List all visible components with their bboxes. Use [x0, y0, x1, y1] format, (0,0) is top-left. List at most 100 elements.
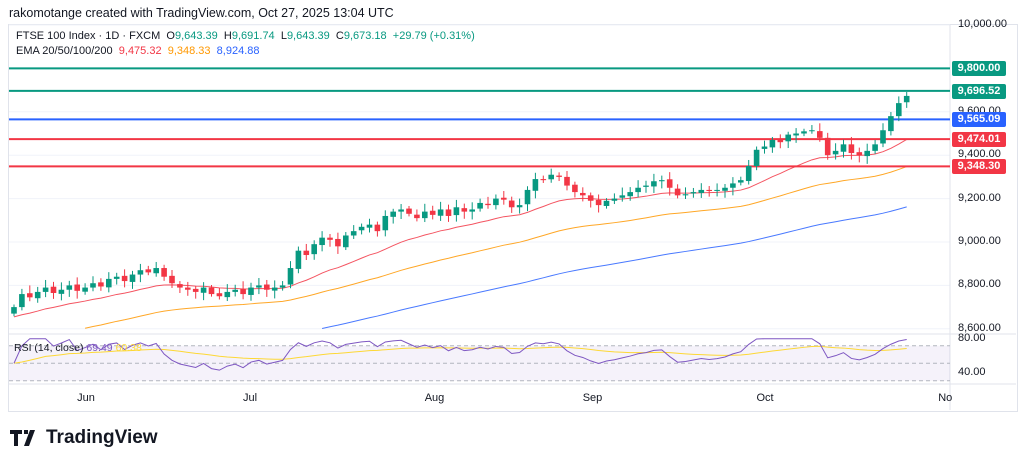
candle-body: [390, 211, 396, 217]
candle-body: [303, 250, 310, 256]
candle-body: [398, 209, 404, 212]
ema100-value: 8,924.88: [216, 45, 260, 57]
ema-label[interactable]: EMA 20/50/100/200: [16, 45, 113, 57]
tradingview-logo[interactable]: TradingView: [10, 427, 158, 449]
candle-body: [256, 285, 262, 288]
candle-body: [295, 250, 302, 269]
candle-body: [651, 181, 657, 187]
candle-body: [682, 194, 689, 196]
candle-body: [113, 276, 120, 279]
ohlc-legend: FTSE 100 Index · 1D · FXCM O9,643.39 H9,…: [16, 30, 475, 42]
candle-body: [738, 180, 744, 183]
time-axis-label: Jun: [77, 392, 95, 404]
chart-credit: rakomotange created with TradingView.com…: [9, 6, 394, 20]
open-value: 9,643.39: [174, 30, 218, 42]
candle-body: [698, 189, 705, 193]
candle-body: [287, 268, 294, 285]
candle-body: [817, 131, 823, 138]
candle-body: [627, 192, 633, 197]
ema-legend: EMA 20/50/100/200 9,475.32 9,348.33 8,92…: [16, 45, 260, 57]
candle-body: [619, 195, 626, 198]
candle-body: [177, 284, 183, 288]
candle-body: [106, 278, 112, 288]
candle-body: [730, 183, 736, 188]
candle-body: [311, 244, 317, 255]
close-value: 9,673.18: [343, 30, 387, 42]
candle-body: [501, 197, 507, 200]
change-value: +29.79 (+0.31%): [392, 30, 475, 42]
candle-body: [58, 289, 65, 294]
rsi-value: 69.49: [86, 342, 113, 354]
candle-body: [785, 134, 791, 142]
candle-body: [129, 274, 136, 282]
candle-body: [564, 176, 570, 186]
price-axis-label: 10,000.00: [958, 18, 1007, 30]
candle-body: [279, 285, 286, 288]
candle-body: [200, 287, 207, 293]
candle-body: [271, 287, 278, 291]
ema50-value: 9,348.33: [167, 45, 211, 57]
candle-body: [809, 130, 815, 132]
candle-body: [674, 188, 681, 196]
ema-line: [84, 166, 907, 329]
candle-body: [896, 103, 902, 117]
candle-body: [98, 282, 104, 287]
candle-body: [192, 288, 199, 292]
candle-body: [659, 180, 665, 182]
rsi-label: RSI (14, close): [14, 342, 84, 354]
candle-body: [216, 293, 223, 297]
candle-body: [872, 144, 878, 151]
price-axis-label: 9,200.00: [958, 191, 1001, 204]
candle-body: [532, 179, 539, 191]
candle-body: [477, 202, 483, 209]
candle-body: [856, 152, 863, 156]
candle-body: [769, 140, 776, 148]
candle-body: [745, 166, 752, 182]
candle-body: [848, 144, 855, 154]
open-label: O: [166, 30, 175, 42]
candle-body: [335, 238, 341, 247]
logo-text: TradingView: [46, 427, 158, 448]
candle-body: [414, 214, 420, 219]
candle-body: [19, 294, 25, 308]
candle-body: [42, 287, 49, 292]
candle-body: [793, 133, 799, 136]
time-axis-label: Sep: [582, 392, 603, 404]
candle-body: [453, 207, 460, 216]
candle-body: [145, 269, 152, 273]
candle-body: [374, 224, 381, 232]
ema-line: [13, 138, 907, 318]
low-value: 9,643.39: [286, 30, 330, 42]
symbol-label[interactable]: FTSE 100 Index · 1D · FXCM: [16, 30, 161, 42]
level-price-tag: 9,565.09: [952, 112, 1006, 128]
candle-body: [840, 144, 847, 152]
candle-body: [185, 287, 191, 290]
candle-body: [169, 275, 175, 284]
candle-body: [264, 284, 270, 290]
candle-body: [319, 237, 325, 246]
time-axis-label: Oct: [756, 392, 774, 404]
price-axis-label: 8,600.00: [958, 321, 1001, 334]
high-value: 9,691.74: [231, 30, 275, 42]
candle-body: [437, 209, 444, 216]
candle-body: [611, 198, 618, 201]
candle-body: [587, 195, 594, 201]
candle-body: [580, 192, 586, 196]
candle-body: [343, 235, 349, 248]
candle-body: [66, 285, 73, 290]
rsi-ma-line: [13, 345, 907, 364]
candle-body: [445, 209, 452, 216]
candle-body: [690, 192, 697, 194]
candle-body: [422, 211, 428, 219]
candle-body: [366, 224, 373, 228]
candle-body: [524, 189, 531, 205]
candle-body: [722, 187, 728, 191]
level-price-tag: 9,696.52: [952, 83, 1006, 99]
rsi-legend[interactable]: RSI (14, close) 69.49 60.38: [14, 342, 142, 354]
candle-body: [350, 231, 357, 236]
candle-body: [232, 289, 238, 292]
candle-body: [572, 184, 578, 193]
candle-body: [248, 287, 254, 295]
candle-body: [864, 150, 870, 157]
